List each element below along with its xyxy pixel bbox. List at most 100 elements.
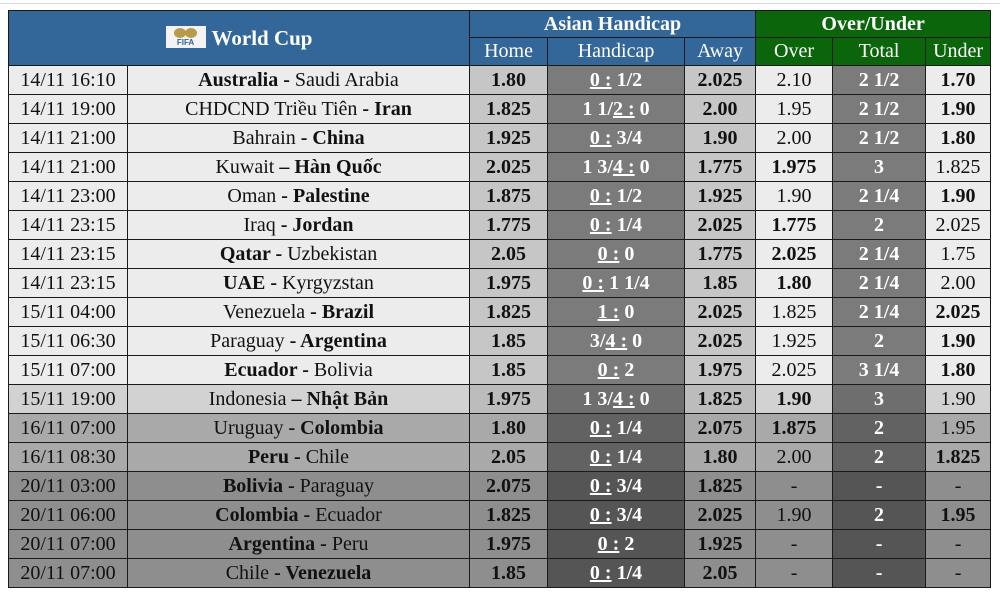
away-odds: 1.825 [684,384,757,414]
match-datetime: 14/11 21:00 [8,123,128,153]
total-goals: 3 [832,384,927,414]
away-odds: 1.80 [684,442,757,472]
match-teams: Peru - Chile [126,442,471,472]
home-team: Australia [198,68,279,91]
match-datetime: 20/11 07:00 [8,558,128,588]
away-odds: 2.025 [684,65,757,95]
col-home: Home [469,37,549,66]
home-team: Iraq [243,213,276,236]
away-odds: 1.775 [684,152,757,182]
team-separator: - [357,97,375,120]
table-row: 15/11 19:00 Indonesia – Nhật Bản 1.975 1 3/… [8,384,992,414]
under-odds: 1.95 [925,413,992,443]
away-team: Bolivia [313,358,373,381]
match-teams: Paraguay - Argentina [126,326,471,356]
total-goals: - [832,558,927,588]
over-odds: 1.80 [755,268,834,298]
handicap-value: 0 : 1/4 [547,413,686,443]
home-team: Venezuela [222,300,306,323]
total-goals: 2 1/2 [832,94,927,124]
under-odds: 1.825 [925,152,992,182]
home-team: Bahrain [232,126,296,149]
table-row: 16/11 07:00 Uruguay - Colombia 1.80 0 : 1/4… [8,413,992,443]
handicap-value: 0 : 3/4 [547,500,686,530]
table-row: 20/11 07:00 Chile - Venezuela 1.85 0 : 1/4 2… [8,558,992,588]
away-odds: 1.975 [684,355,757,385]
home-odds: 1.925 [469,123,549,153]
over-odds: - [755,529,834,559]
match-teams: Iraq - Jordan [126,210,471,240]
over-odds: - [755,558,834,588]
col-handicap: Handicap [547,37,686,66]
home-team: Kuwait [215,155,275,178]
match-teams: Australia - Saudi Arabia [126,65,471,95]
team-separator: - [295,126,313,149]
table-row: 20/11 03:00 Bolivia - Paraguay 2.075 0 : 3/… [8,471,992,501]
table-row: 15/11 06:30 Paraguay - Argentina 1.85 3/4 :… [8,326,992,356]
total-goals: 2 [832,442,927,472]
table-row: 14/11 23:15 UAE - Kyrgyzstan 1.975 0 : 1 1/… [8,268,992,298]
total-goals: 2 1/4 [832,181,927,211]
total-goals: 2 [832,326,927,356]
under-odds: - [925,558,992,588]
handicap-value: 0 : 1/2 [547,181,686,211]
match-datetime: 14/11 23:15 [8,210,128,240]
match-datetime: 14/11 23:00 [8,181,128,211]
handicap-value: 0 : 1/4 [547,442,686,472]
handicap-value: 0 : 1/2 [547,65,686,95]
col-away: Away [684,37,757,66]
under-odds: 1.90 [925,181,992,211]
handicap-value: 1 3/4 : 0 [547,384,686,414]
match-teams: UAE - Kyrgyzstan [126,268,471,298]
match-teams: Uruguay - Colombia [126,413,471,443]
over-odds: 2.00 [755,442,834,472]
home-odds: 1.975 [469,384,549,414]
match-teams: Indonesia – Nhật Bản [126,384,471,414]
away-odds: 1.825 [684,471,757,501]
away-team: Kyrgyzstan [282,271,374,294]
total-goals: 2 1/2 [832,65,927,95]
match-datetime: 15/11 19:00 [8,384,128,414]
over-odds: 1.975 [755,152,834,182]
over-odds: 1.95 [755,94,834,124]
match-teams: Colombia - Ecuador [126,500,471,530]
fifa-logo-icon: FIFA [165,25,206,48]
total-goals: 2 [832,413,927,443]
team-separator: - [276,184,293,207]
match-datetime: 16/11 08:30 [8,442,128,472]
away-odds: 2.025 [684,500,757,530]
handicap-value: 0 : 2 [547,529,686,559]
away-team: Argentina [300,329,387,352]
team-separator: - [282,474,300,497]
home-team: UAE [223,271,266,294]
team-separator: - [297,358,314,381]
under-odds: 2.00 [925,268,992,298]
match-teams: Qatar - Uzbekistan [126,239,471,269]
total-goals: 2 1/4 [832,268,927,298]
over-odds: 2.00 [755,123,834,153]
over-odds: 1.90 [755,500,834,530]
total-goals: - [832,471,927,501]
match-datetime: 16/11 07:00 [8,413,128,443]
handicap-value: 0 : 3/4 [547,471,686,501]
home-odds: 2.05 [469,442,549,472]
match-datetime: 14/11 21:00 [8,152,128,182]
away-team: Palestine [292,184,370,207]
team-separator: - [269,561,286,584]
col-under: Under [925,37,992,66]
under-odds: 1.90 [925,326,992,356]
match-datetime: 15/11 07:00 [8,355,128,385]
title-text: World Cup [211,25,313,50]
home-odds: 1.80 [469,65,549,95]
away-odds: 1.925 [684,181,757,211]
team-separator: - [289,445,306,468]
away-team: Chile [305,445,350,468]
team-separator: - [284,329,301,352]
home-odds: 1.85 [469,326,549,356]
team-separator: - [305,300,322,323]
home-team: Chile [225,561,270,584]
home-team: Bolivia [222,474,283,497]
away-odds: 2.05 [684,558,757,588]
handicap-value: 0 : 1/4 [547,558,686,588]
team-separator: - [278,68,295,91]
